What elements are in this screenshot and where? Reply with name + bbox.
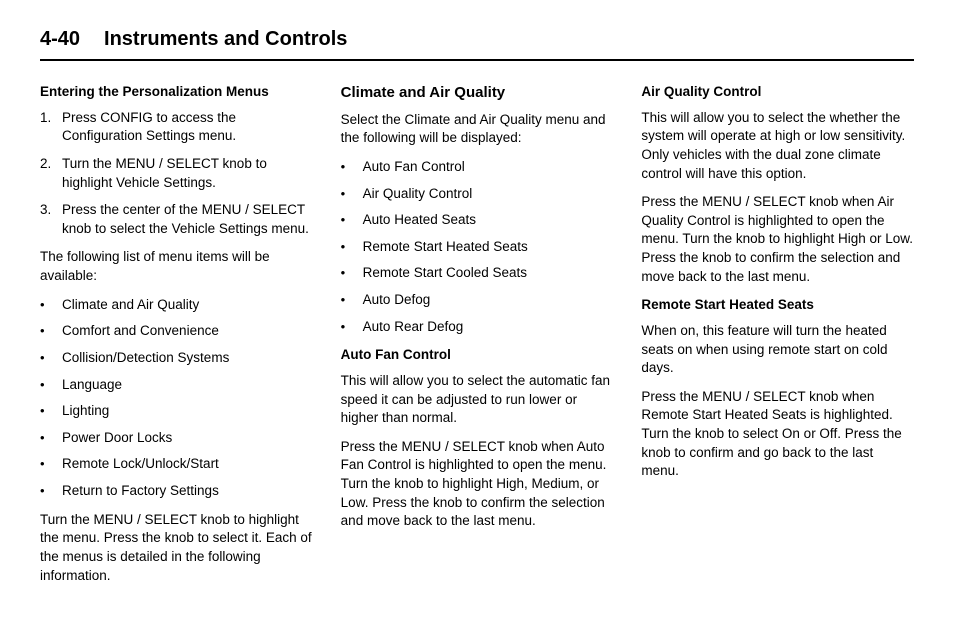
list-text: Auto Rear Defog [363,318,464,337]
remote-heated-p1: When on, this feature will turn the heat… [641,322,914,378]
page-number: 4-40 [40,28,80,51]
air-quality-p2: Press the MENU / SELECT knob when Air Qu… [641,193,914,286]
page-header: 4-40 Instruments and Controls [40,28,914,61]
step-number: 1. [40,109,62,146]
list-text: Auto Fan Control [363,158,465,177]
bullet-icon: • [40,429,62,446]
list-text: Language [62,376,122,395]
list-item: •Air Quality Control [341,185,614,204]
list-item: •Remote Start Cooled Seats [341,264,614,283]
content-columns: Entering the Personalization Menus 1.Pre… [40,83,914,595]
list-text: Return to Factory Settings [62,482,219,501]
bullet-icon: • [341,238,363,255]
list-item: •Language [40,376,313,395]
bullet-icon: • [40,376,62,393]
auto-fan-p1: This will allow you to select the automa… [341,372,614,428]
list-item: •Comfort and Convenience [40,322,313,341]
list-item: •Lighting [40,402,313,421]
list-text: Power Door Locks [62,429,172,448]
chapter-title: Instruments and Controls [104,28,347,51]
list-text: Comfort and Convenience [62,322,219,341]
bullet-icon: • [40,349,62,366]
step-item: 1.Press CONFIG to access the Configurati… [40,109,313,146]
list-item: •Power Door Locks [40,429,313,448]
column-2: Climate and Air Quality Select the Clima… [341,83,614,595]
remote-heated-p2: Press the MENU / SELECT knob when Remote… [641,388,914,481]
list-text: Collision/Detection Systems [62,349,229,368]
bullet-icon: • [40,402,62,419]
step-number: 2. [40,155,62,192]
column-3: Air Quality Control This will allow you … [641,83,914,595]
intro-paragraph: The following list of menu items will be… [40,248,313,285]
list-text: Lighting [62,402,109,421]
step-text: Press the center of the MENU / SELECT kn… [62,201,313,238]
heading-climate: Climate and Air Quality [341,83,614,104]
heading-air-quality: Air Quality Control [641,83,914,102]
heading-entering-menus: Entering the Personalization Menus [40,83,313,102]
heading-auto-fan: Auto Fan Control [341,346,614,365]
bullet-icon: • [341,318,363,335]
list-text: Air Quality Control [363,185,473,204]
list-item: •Auto Rear Defog [341,318,614,337]
bullet-icon: • [341,291,363,308]
climate-intro: Select the Climate and Air Quality menu … [341,111,614,148]
list-item: •Auto Fan Control [341,158,614,177]
bullet-icon: • [341,264,363,281]
air-quality-p1: This will allow you to select the whethe… [641,109,914,184]
bullet-icon: • [341,185,363,202]
list-item: •Auto Defog [341,291,614,310]
step-item: 3.Press the center of the MENU / SELECT … [40,201,313,238]
list-text: Remote Start Heated Seats [363,238,528,257]
bullet-icon: • [40,455,62,472]
step-item: 2.Turn the MENU / SELECT knob to highlig… [40,155,313,192]
list-item: •Auto Heated Seats [341,211,614,230]
list-text: Remote Lock/Unlock/Start [62,455,219,474]
step-number: 3. [40,201,62,238]
step-text: Turn the MENU / SELECT knob to highlight… [62,155,313,192]
list-item: •Return to Factory Settings [40,482,313,501]
bullet-icon: • [40,482,62,499]
list-text: Remote Start Cooled Seats [363,264,527,283]
list-item: •Remote Lock/Unlock/Start [40,455,313,474]
heading-remote-heated: Remote Start Heated Seats [641,296,914,315]
list-text: Auto Heated Seats [363,211,476,230]
list-text: Climate and Air Quality [62,296,199,315]
list-item: •Collision/Detection Systems [40,349,313,368]
list-item: •Remote Start Heated Seats [341,238,614,257]
climate-items-list: •Auto Fan Control •Air Quality Control •… [341,158,614,336]
bullet-icon: • [341,158,363,175]
list-text: Auto Defog [363,291,431,310]
bullet-icon: • [40,296,62,313]
auto-fan-p2: Press the MENU / SELECT knob when Auto F… [341,438,614,531]
step-text: Press CONFIG to access the Configuration… [62,109,313,146]
list-item: •Climate and Air Quality [40,296,313,315]
menu-items-list: •Climate and Air Quality •Comfort and Co… [40,296,313,501]
closing-paragraph: Turn the MENU / SELECT knob to highlight… [40,511,313,586]
column-1: Entering the Personalization Menus 1.Pre… [40,83,313,595]
bullet-icon: • [341,211,363,228]
numbered-steps: 1.Press CONFIG to access the Configurati… [40,109,313,239]
bullet-icon: • [40,322,62,339]
